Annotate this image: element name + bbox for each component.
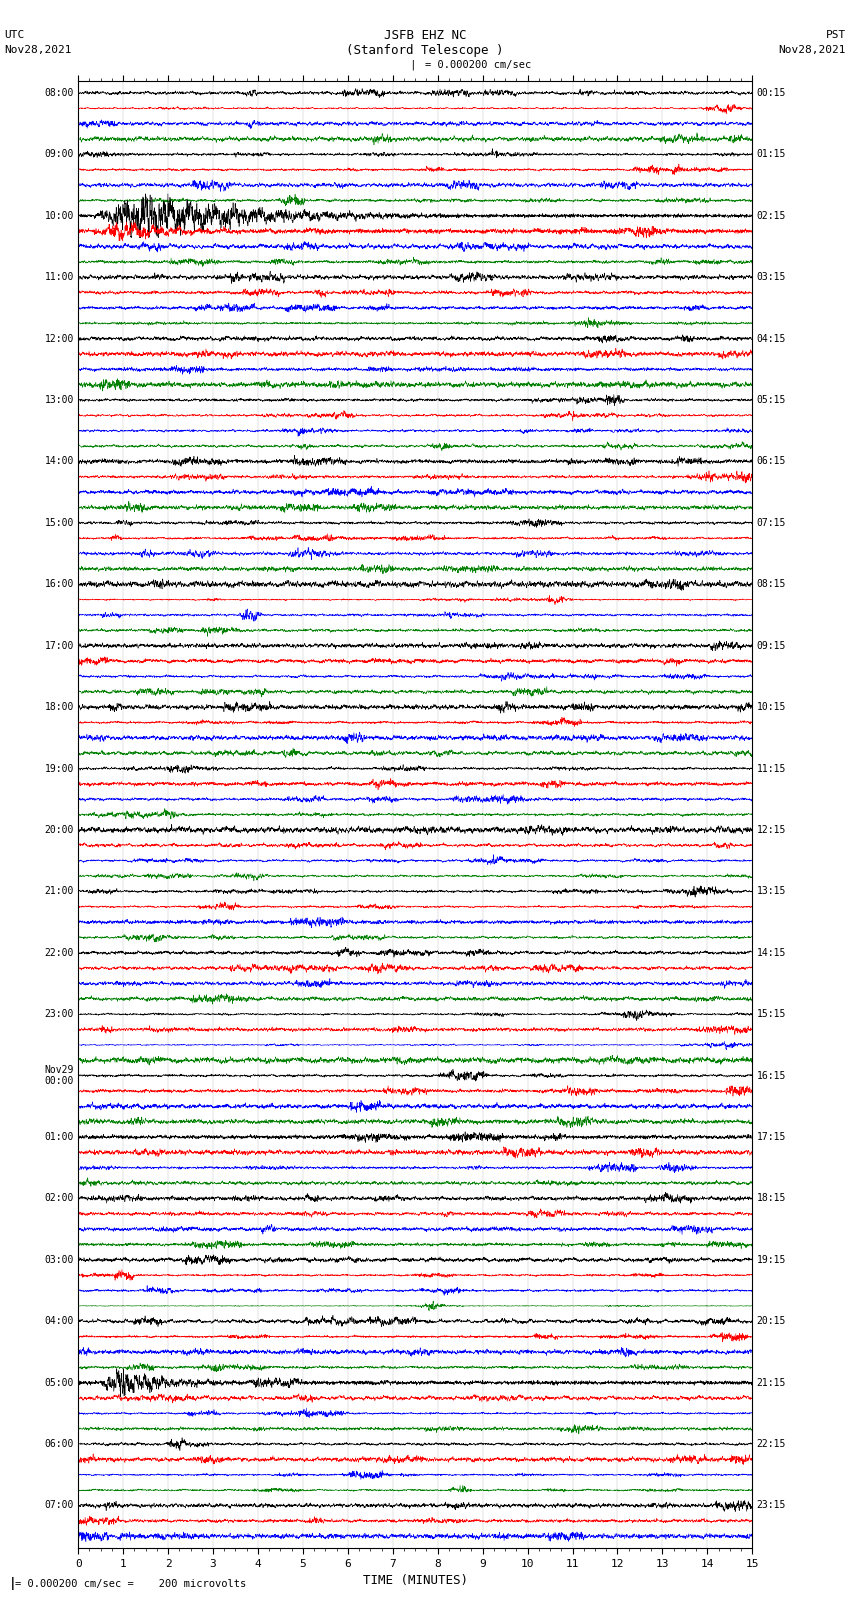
Text: 09:00: 09:00 [45, 150, 74, 160]
Text: = 0.000200 cm/sec =    200 microvolts: = 0.000200 cm/sec = 200 microvolts [15, 1579, 246, 1589]
Text: 13:15: 13:15 [756, 886, 785, 897]
Text: 04:15: 04:15 [756, 334, 785, 344]
Text: 09:15: 09:15 [756, 640, 785, 650]
Text: 14:15: 14:15 [756, 948, 785, 958]
Text: 07:00: 07:00 [45, 1500, 74, 1510]
Text: 15:00: 15:00 [45, 518, 74, 527]
Text: 17:15: 17:15 [756, 1132, 785, 1142]
Text: 18:15: 18:15 [756, 1194, 785, 1203]
Text: JSFB EHZ NC: JSFB EHZ NC [383, 29, 467, 42]
Text: 20:00: 20:00 [45, 824, 74, 836]
Text: 16:15: 16:15 [756, 1071, 785, 1081]
Text: 11:15: 11:15 [756, 763, 785, 774]
Text: Nov28,2021: Nov28,2021 [779, 45, 846, 55]
Text: 17:00: 17:00 [45, 640, 74, 650]
Text: 05:00: 05:00 [45, 1378, 74, 1387]
Text: 10:00: 10:00 [45, 211, 74, 221]
Text: 00:15: 00:15 [756, 89, 785, 98]
Text: 22:15: 22:15 [756, 1439, 785, 1448]
Text: 21:15: 21:15 [756, 1378, 785, 1387]
Text: 16:00: 16:00 [45, 579, 74, 589]
Text: 01:00: 01:00 [45, 1132, 74, 1142]
Text: 02:15: 02:15 [756, 211, 785, 221]
Text: 15:15: 15:15 [756, 1010, 785, 1019]
Text: 03:15: 03:15 [756, 273, 785, 282]
X-axis label: TIME (MINUTES): TIME (MINUTES) [363, 1574, 468, 1587]
Text: 18:00: 18:00 [45, 702, 74, 711]
Text: 04:00: 04:00 [45, 1316, 74, 1326]
Text: 02:00: 02:00 [45, 1194, 74, 1203]
Text: 08:00: 08:00 [45, 89, 74, 98]
Text: = 0.000200 cm/sec: = 0.000200 cm/sec [425, 60, 531, 69]
Text: (Stanford Telescope ): (Stanford Telescope ) [346, 44, 504, 56]
Text: 12:00: 12:00 [45, 334, 74, 344]
Text: 01:15: 01:15 [756, 150, 785, 160]
Text: Nov29
00:00: Nov29 00:00 [45, 1065, 74, 1087]
Text: 03:00: 03:00 [45, 1255, 74, 1265]
Text: 21:00: 21:00 [45, 886, 74, 897]
Text: 20:15: 20:15 [756, 1316, 785, 1326]
Text: 06:00: 06:00 [45, 1439, 74, 1448]
Text: 22:00: 22:00 [45, 948, 74, 958]
Text: 06:15: 06:15 [756, 456, 785, 466]
Text: |: | [8, 1578, 16, 1590]
Text: 19:15: 19:15 [756, 1255, 785, 1265]
Text: 19:00: 19:00 [45, 763, 74, 774]
Text: |: | [409, 60, 416, 69]
Text: 10:15: 10:15 [756, 702, 785, 711]
Text: UTC: UTC [4, 31, 25, 40]
Text: 05:15: 05:15 [756, 395, 785, 405]
Text: 23:15: 23:15 [756, 1500, 785, 1510]
Text: Nov28,2021: Nov28,2021 [4, 45, 71, 55]
Text: 14:00: 14:00 [45, 456, 74, 466]
Text: 11:00: 11:00 [45, 273, 74, 282]
Text: PST: PST [825, 31, 846, 40]
Text: 12:15: 12:15 [756, 824, 785, 836]
Text: 13:00: 13:00 [45, 395, 74, 405]
Text: 23:00: 23:00 [45, 1010, 74, 1019]
Text: 07:15: 07:15 [756, 518, 785, 527]
Text: 08:15: 08:15 [756, 579, 785, 589]
